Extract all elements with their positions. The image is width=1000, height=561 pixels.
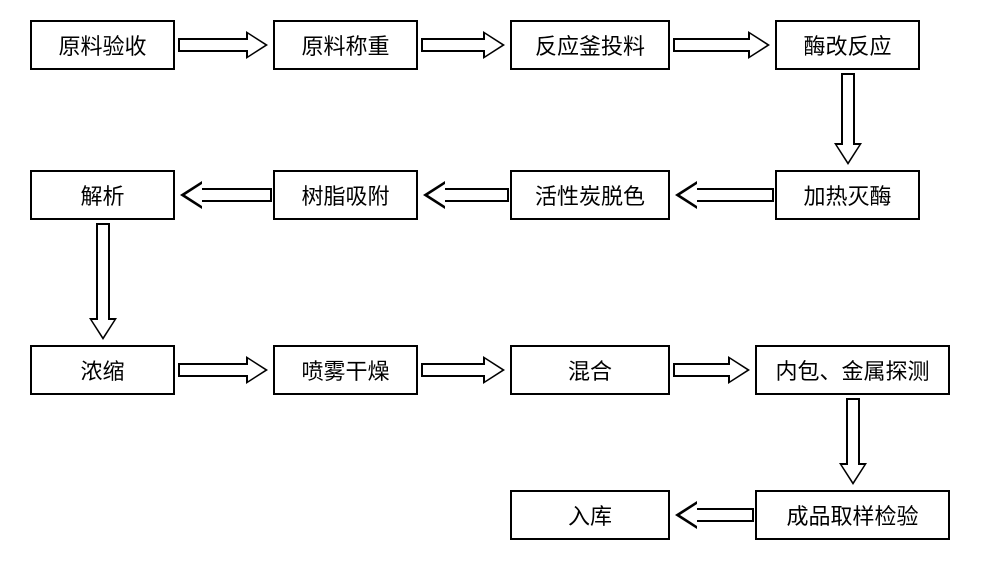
node-label: 反应釜投料: [535, 29, 645, 61]
arrow-shaft: [695, 508, 754, 522]
flowchart-node-n12: 内包、金属探测: [755, 345, 950, 395]
node-label: 内包、金属探测: [775, 354, 929, 386]
flowchart-node-n1: 原料验收: [30, 20, 175, 70]
node-label: 原料验收: [58, 29, 146, 61]
arrow-shaft: [178, 363, 250, 377]
flowchart-node-n9: 浓缩: [30, 345, 175, 395]
arrow-shaft: [200, 188, 272, 202]
node-label: 成品取样检验: [786, 499, 918, 531]
arrow-head-fill: [248, 359, 265, 381]
arrow-shaft: [443, 188, 509, 202]
flowchart-node-n7: 树脂吸附: [273, 170, 418, 220]
arrow-shaft: [673, 38, 752, 52]
node-label: 树脂吸附: [301, 179, 389, 211]
flowchart-node-n2: 原料称重: [273, 20, 418, 70]
arrow-shaft: [96, 223, 110, 322]
arrow-head-fill: [92, 320, 114, 337]
flowchart-node-n4: 酶改反应: [775, 20, 920, 70]
arrow-head-fill: [730, 359, 747, 381]
arrow-shaft: [673, 363, 732, 377]
arrow-head-fill: [485, 359, 502, 381]
arrow-shaft: [421, 363, 487, 377]
node-label: 解析: [80, 179, 124, 211]
arrow-shaft: [421, 38, 487, 52]
node-label: 活性炭脱色: [535, 179, 645, 211]
arrow-shaft: [841, 73, 855, 147]
flowchart-canvas: 原料验收 原料称重 反应釜投料 酶改反应加热灭酶 活性炭脱色 树脂吸附 解析浓缩 喷雾干燥 混合…: [0, 0, 1000, 561]
node-label: 原料称重: [301, 29, 389, 61]
arrow-shaft: [178, 38, 250, 52]
arrow-head-fill: [750, 34, 767, 56]
flowchart-node-n3: 反应釜投料: [510, 20, 670, 70]
flowchart-node-n10: 喷雾干燥: [273, 345, 418, 395]
node-label: 浓缩: [80, 354, 124, 386]
node-label: 加热灭酶: [803, 179, 891, 211]
flowchart-node-n5: 加热灭酶: [775, 170, 920, 220]
node-label: 喷雾干燥: [301, 354, 389, 386]
arrow-head-fill: [842, 465, 864, 482]
arrow-head-fill: [485, 34, 502, 56]
flowchart-node-n8: 解析: [30, 170, 175, 220]
arrow-shaft: [695, 188, 774, 202]
flowchart-node-n14: 入库: [510, 490, 670, 540]
flowchart-node-n6: 活性炭脱色: [510, 170, 670, 220]
node-label: 混合: [568, 354, 612, 386]
arrow-head-fill: [837, 145, 859, 162]
node-label: 酶改反应: [803, 29, 891, 61]
arrow-head-fill: [248, 34, 265, 56]
flowchart-node-n13: 成品取样检验: [755, 490, 950, 540]
flowchart-node-n11: 混合: [510, 345, 670, 395]
node-label: 入库: [568, 499, 612, 531]
arrow-shaft: [846, 398, 860, 467]
